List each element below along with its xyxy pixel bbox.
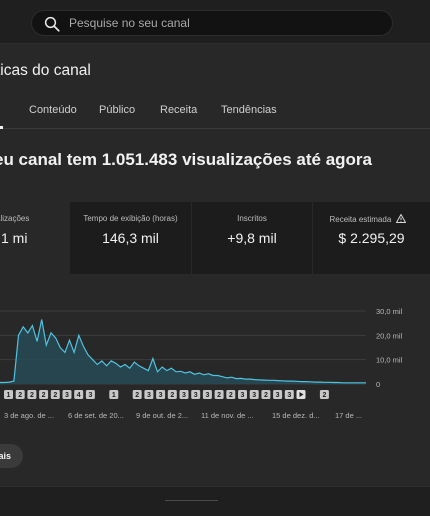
chart-marker[interactable]: 3 bbox=[144, 390, 154, 399]
metric-label-text: Receita estimada bbox=[329, 215, 392, 224]
chart-marker[interactable]: 3 bbox=[284, 390, 294, 399]
x-tick-label: 6 de set. de 20... bbox=[68, 411, 124, 420]
svg-text:3: 3 bbox=[88, 392, 92, 399]
svg-text:3: 3 bbox=[159, 392, 163, 399]
metric-card-views[interactable]: alizações 1 mi bbox=[0, 202, 70, 274]
chart-marker[interactable]: 2 bbox=[50, 390, 60, 399]
chart-marker[interactable]: 2 bbox=[319, 390, 329, 399]
metric-value: 1 mi bbox=[1, 230, 28, 246]
svg-text:2: 2 bbox=[264, 392, 268, 399]
chart-marker[interactable]: 2 bbox=[132, 390, 142, 399]
chart-marker[interactable]: 2 bbox=[27, 390, 37, 399]
chart-marker[interactable]: 1 bbox=[4, 390, 13, 399]
x-tick-label: 15 de dez. d... bbox=[272, 411, 320, 420]
see-more-button[interactable]: ais bbox=[0, 444, 23, 468]
svg-text:2: 2 bbox=[18, 392, 22, 399]
svg-text:2: 2 bbox=[30, 392, 34, 399]
metric-label: Inscritos bbox=[237, 214, 267, 223]
page-title: ticas do canal bbox=[0, 62, 91, 79]
svg-text:1: 1 bbox=[112, 392, 116, 399]
x-tick-label: 3 de ago. de ... bbox=[4, 411, 54, 420]
svg-text:3: 3 bbox=[194, 392, 198, 399]
chart-marker[interactable]: 2 bbox=[226, 390, 236, 399]
metric-card-watch-time[interactable]: Tempo de exibição (horas) 146,3 mil bbox=[70, 202, 191, 274]
metric-card-revenue[interactable]: Receita estimada $ 2.295,29 bbox=[313, 202, 430, 274]
chart-marker[interactable]: 3 bbox=[85, 390, 95, 399]
svg-text:3: 3 bbox=[241, 392, 245, 399]
chart-marker[interactable]: 3 bbox=[156, 390, 166, 399]
warning-icon[interactable] bbox=[395, 214, 406, 223]
svg-text:2: 2 bbox=[53, 392, 57, 399]
metric-cards: alizações 1 mi Tempo de exibição (horas)… bbox=[0, 202, 430, 274]
search-icon[interactable] bbox=[43, 15, 61, 33]
chart-marker[interactable]: 2 bbox=[167, 390, 177, 399]
svg-text:3: 3 bbox=[147, 392, 151, 399]
svg-text:3: 3 bbox=[252, 392, 256, 399]
chart-marker[interactable]: 3 bbox=[179, 390, 189, 399]
chart-marker[interactable]: 4 bbox=[74, 390, 84, 399]
x-tick-label: 17 de ... bbox=[335, 411, 362, 420]
tab-revenue[interactable]: Receita bbox=[160, 104, 198, 116]
search-box[interactable] bbox=[31, 10, 393, 36]
chart-marker[interactable]: 3 bbox=[62, 390, 72, 399]
x-tick-label: 11 de nov. de ... bbox=[201, 411, 254, 420]
metric-value: 146,3 mil bbox=[102, 230, 159, 246]
svg-text:2: 2 bbox=[229, 392, 233, 399]
svg-text:3: 3 bbox=[65, 392, 69, 399]
chart-marker[interactable]: 2 bbox=[261, 390, 271, 399]
metric-label: alizações bbox=[0, 214, 30, 223]
chart-marker[interactable]: 3 bbox=[202, 390, 212, 399]
svg-text:3: 3 bbox=[287, 392, 291, 399]
chart-marker[interactable]: 2 bbox=[214, 390, 224, 399]
svg-text:2: 2 bbox=[42, 392, 46, 399]
chart-marker[interactable]: 2 bbox=[15, 390, 25, 399]
top-bar bbox=[0, 0, 430, 44]
y-tick-label: 0 bbox=[376, 380, 380, 389]
chart-marker[interactable]: 3 bbox=[238, 390, 247, 399]
bottom-handle bbox=[165, 500, 218, 501]
svg-text:1: 1 bbox=[7, 392, 11, 399]
chart-area-fill bbox=[0, 319, 366, 384]
x-tick-label: 9 de out. de 2... bbox=[136, 411, 188, 420]
y-tick-label: 20,0 mil bbox=[376, 331, 403, 340]
chart-marker[interactable]: 2 bbox=[39, 390, 49, 399]
chart-marker[interactable]: 3 bbox=[273, 390, 283, 399]
search-input[interactable] bbox=[69, 11, 369, 35]
tab-audience[interactable]: Público bbox=[99, 104, 136, 116]
svg-text:3: 3 bbox=[205, 392, 209, 399]
svg-text:3: 3 bbox=[276, 392, 280, 399]
metric-card-subscribers[interactable]: Inscritos +9,8 mil bbox=[192, 202, 312, 274]
chart-marker[interactable]: 3 bbox=[191, 390, 201, 399]
chart-series-line bbox=[0, 319, 366, 384]
chart-marker[interactable]: 1 bbox=[109, 390, 119, 399]
metric-value: +9,8 mil bbox=[227, 230, 277, 246]
svg-text:3: 3 bbox=[182, 392, 186, 399]
svg-text:2: 2 bbox=[135, 392, 139, 399]
chart-y-ticks: 30,0 mil 20,0 mil 10,0 mil 0 bbox=[376, 307, 403, 389]
y-tick-label: 30,0 mil bbox=[376, 307, 403, 316]
bottom-divider bbox=[0, 486, 430, 487]
svg-text:2: 2 bbox=[170, 392, 174, 399]
tab-active-indicator bbox=[0, 126, 3, 129]
metric-label: Receita estimada bbox=[309, 214, 426, 224]
tab-trends[interactable]: Tendências bbox=[221, 104, 277, 116]
tab-content[interactable]: Conteúdo bbox=[29, 104, 77, 116]
metric-label: Tempo de exibição (horas) bbox=[83, 214, 178, 223]
svg-text:4: 4 bbox=[77, 392, 81, 399]
channel-headline: eu canal tem 1.051.483 visualizações até… bbox=[0, 150, 372, 169]
svg-text:2: 2 bbox=[322, 392, 326, 399]
tab-bar: l Conteúdo Público Receita Tendências bbox=[0, 95, 430, 129]
marker-play-icon[interactable] bbox=[296, 390, 306, 399]
y-tick-label: 10,0 mil bbox=[376, 356, 403, 365]
svg-text:2: 2 bbox=[217, 392, 221, 399]
chart-marker[interactable]: 3 bbox=[249, 390, 259, 399]
chart-x-ticks: 3 de ago. de ... 6 de set. de 20... 9 de o… bbox=[4, 411, 362, 420]
metric-value: $ 2.295,29 bbox=[338, 230, 405, 246]
